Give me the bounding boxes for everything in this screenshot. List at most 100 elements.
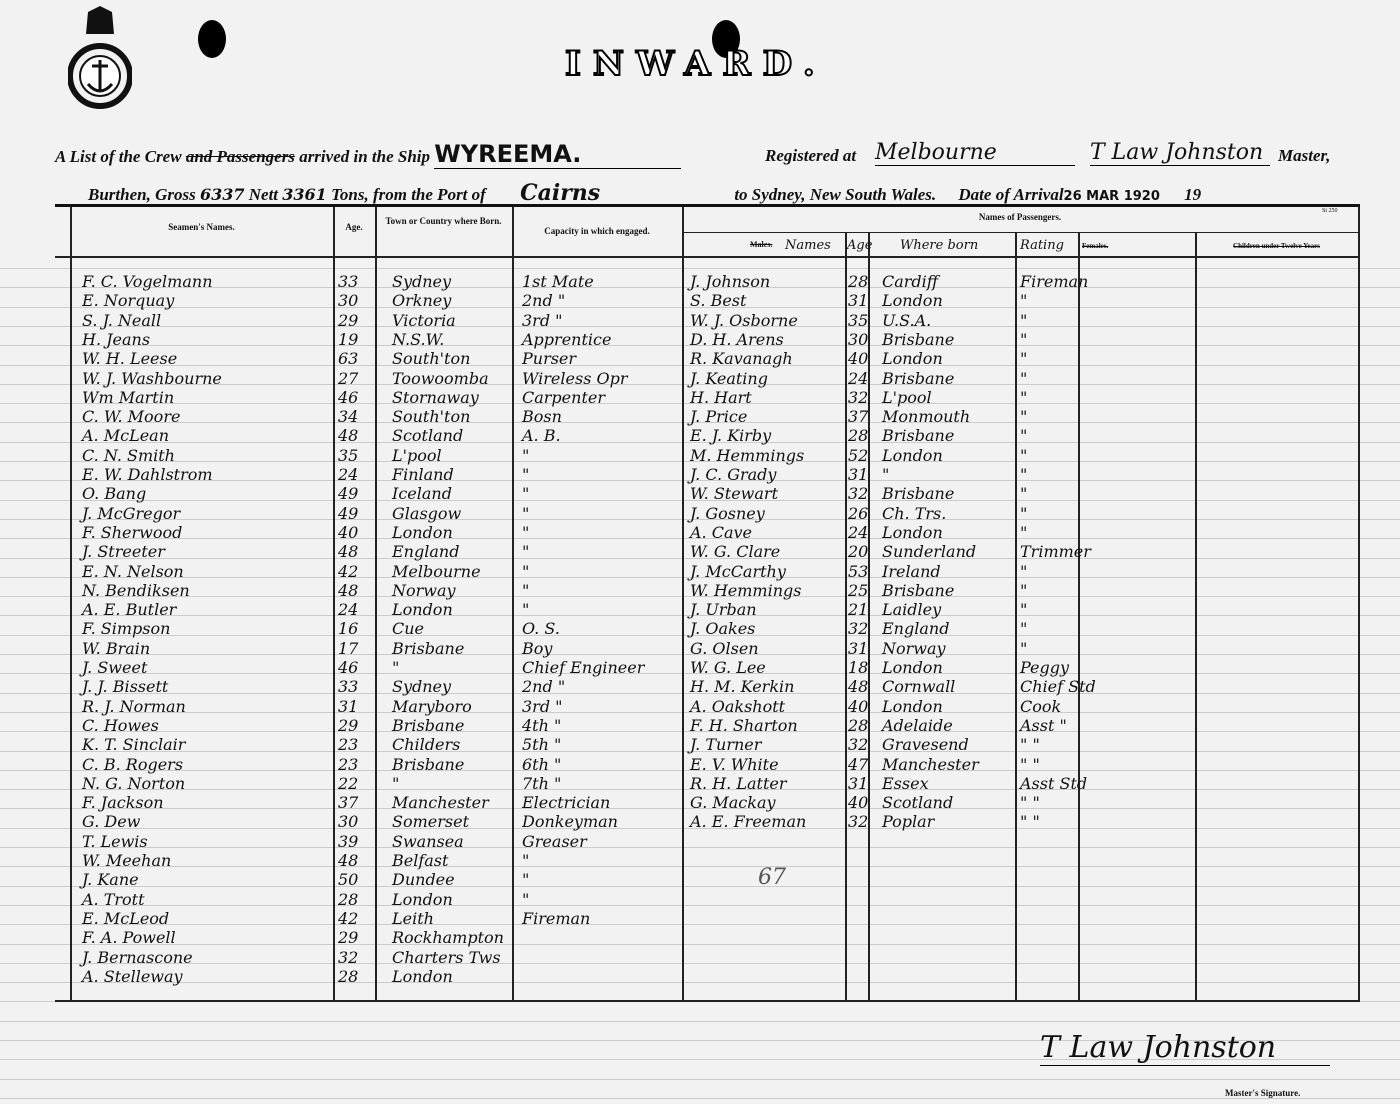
seaman-capacity: Wireless Opr bbox=[522, 368, 628, 388]
passenger-age: 25 bbox=[848, 580, 869, 600]
passenger-birthplace: Norway bbox=[882, 638, 946, 658]
seaman-capacity: Boy bbox=[522, 638, 553, 658]
passenger-birthplace: Manchester bbox=[882, 754, 979, 774]
seaman-age: 48 bbox=[338, 542, 359, 562]
table-top-rule bbox=[55, 204, 1360, 207]
passenger-birthplace: London bbox=[882, 291, 943, 311]
passenger-rating: " " bbox=[1020, 793, 1040, 813]
seaman-age: 16 bbox=[338, 619, 359, 639]
ruled-line bbox=[0, 943, 1400, 945]
ruled-line bbox=[0, 268, 1400, 269]
seaman-age: 37 bbox=[338, 793, 359, 813]
passenger-name: J. Oakes bbox=[690, 619, 756, 639]
seaman-birthplace: Victoria bbox=[392, 310, 456, 330]
seaman-birthplace: Childers bbox=[392, 735, 461, 755]
signature-label: Master's Signature. bbox=[1225, 1088, 1301, 1098]
seaman-name: W. Meehan bbox=[82, 851, 172, 870]
passenger-age: 20 bbox=[848, 542, 869, 562]
passenger-age: 31 bbox=[848, 638, 869, 658]
seaman-age: 28 bbox=[338, 889, 359, 909]
passenger-birthplace: London bbox=[882, 349, 943, 369]
passenger-rating: " bbox=[1020, 561, 1028, 581]
seaman-capacity: " bbox=[522, 600, 530, 620]
seaman-name: J. Kane bbox=[82, 870, 139, 890]
seaman-birthplace: Swansea bbox=[392, 831, 464, 851]
seaman-capacity: Carpenter bbox=[522, 387, 605, 407]
header-names: Names bbox=[785, 238, 831, 253]
ruled-line bbox=[0, 422, 1400, 424]
seaman-age: 27 bbox=[338, 368, 359, 388]
passenger-birthplace: Cornwall bbox=[882, 677, 956, 697]
passenger-rating: " bbox=[1020, 638, 1028, 658]
passenger-age: 52 bbox=[848, 445, 869, 465]
passenger-age: 47 bbox=[848, 754, 869, 774]
ruled-line bbox=[0, 827, 1400, 829]
passenger-birthplace: England bbox=[882, 619, 950, 639]
label: to Sydney, New South Wales. bbox=[734, 185, 937, 204]
seaman-age: 22 bbox=[338, 773, 359, 793]
seaman-capacity: " bbox=[522, 542, 530, 562]
seaman-capacity: Chief Engineer bbox=[522, 658, 645, 677]
passenger-birthplace: Poplar bbox=[882, 812, 935, 832]
seaman-age: 39 bbox=[338, 831, 359, 851]
ruled-line bbox=[0, 904, 1400, 906]
ruled-line bbox=[0, 885, 1400, 887]
seaman-capacity: " bbox=[522, 580, 530, 600]
passenger-age: 28 bbox=[848, 426, 869, 446]
seaman-capacity: Bosn bbox=[522, 407, 562, 427]
passenger-name: E. J. Kirby bbox=[690, 426, 772, 446]
ruled-line bbox=[0, 750, 1400, 752]
seaman-name: R. J. Norman bbox=[82, 696, 186, 716]
seaman-capacity: " bbox=[522, 851, 530, 870]
column-divider bbox=[375, 207, 377, 1000]
port-from: Cairns bbox=[490, 180, 731, 207]
passenger-name: J. McCarthy bbox=[690, 561, 786, 581]
ruled-line bbox=[0, 962, 1400, 964]
passenger-age: 32 bbox=[848, 484, 869, 504]
passenger-birthplace: London bbox=[882, 696, 943, 716]
seaman-capacity: Donkeyman bbox=[522, 812, 618, 832]
passenger-birthplace: Cardiff bbox=[882, 272, 939, 291]
passenger-age: 31 bbox=[848, 291, 869, 311]
ruled-line bbox=[0, 364, 1400, 366]
passenger-name: E. V. White bbox=[690, 754, 779, 774]
seaman-name: E. W. Dahlstrom bbox=[82, 465, 213, 484]
seaman-birthplace: Glasgow bbox=[392, 503, 462, 523]
seaman-age: 40 bbox=[338, 522, 359, 542]
passenger-name: H. Hart bbox=[690, 387, 752, 407]
seaman-birthplace: South'ton bbox=[392, 407, 471, 427]
seaman-capacity: " bbox=[522, 561, 530, 581]
passenger-name: R. Kavanagh bbox=[690, 349, 793, 369]
ruled-line bbox=[0, 345, 1400, 347]
passenger-name: D. H. Arens bbox=[690, 329, 784, 349]
seaman-age: 48 bbox=[338, 426, 359, 446]
seaman-name: F. Simpson bbox=[82, 619, 171, 639]
passenger-rating: Asst Std bbox=[1020, 773, 1088, 793]
ruled-line bbox=[0, 634, 1400, 636]
passenger-rating: " bbox=[1020, 387, 1028, 407]
passenger-age: 18 bbox=[848, 658, 869, 677]
column-divider bbox=[1358, 207, 1360, 1000]
column-divider bbox=[1015, 232, 1017, 1000]
seaman-capacity: 5th " bbox=[522, 735, 562, 755]
label: Date of Arrival bbox=[958, 185, 1064, 204]
seaman-name: A. Trott bbox=[82, 889, 145, 909]
passenger-name: W. J. Osborne bbox=[690, 310, 798, 330]
seaman-age: 35 bbox=[338, 445, 359, 465]
seaman-name: A. McLean bbox=[82, 426, 170, 446]
ruled-line bbox=[0, 731, 1400, 733]
seaman-age: 33 bbox=[338, 272, 359, 291]
seaman-capacity: 2nd " bbox=[522, 291, 566, 311]
ruled-line bbox=[0, 847, 1400, 848]
seaman-name: F. Sherwood bbox=[82, 522, 183, 542]
seaman-age: 17 bbox=[338, 638, 359, 658]
passenger-age: 26 bbox=[848, 503, 869, 523]
seaman-name: J. Bernascone bbox=[82, 947, 193, 967]
seaman-birthplace: Dundee bbox=[392, 870, 455, 890]
passenger-rating: " bbox=[1020, 426, 1028, 446]
seaman-capacity: " bbox=[522, 870, 530, 890]
passenger-rating: " bbox=[1020, 619, 1028, 639]
seaman-age: 48 bbox=[338, 851, 359, 870]
ruled-line bbox=[0, 576, 1400, 578]
passenger-age: 32 bbox=[848, 735, 869, 755]
